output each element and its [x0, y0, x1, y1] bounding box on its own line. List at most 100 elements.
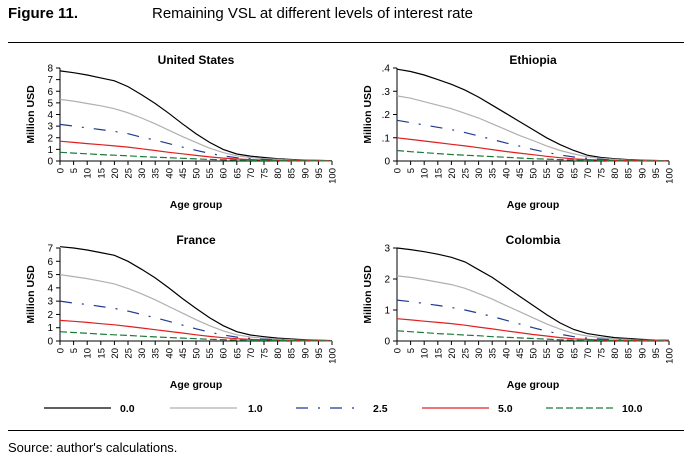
x-tick-label: 100 [328, 348, 339, 364]
y-tick-label: 8 [47, 64, 53, 75]
x-tick-label: 45 [178, 348, 189, 359]
x-tick-label: 20 [110, 348, 121, 359]
top-rule [8, 42, 684, 43]
x-tick-label: 95 [314, 348, 325, 359]
x-tick-label: 100 [665, 348, 676, 364]
x-tick-label: 30 [474, 348, 485, 359]
x-tick-label: 90 [637, 348, 648, 359]
x-tick-label: 50 [529, 348, 540, 359]
x-tick-label: 85 [624, 168, 635, 179]
x-tick-label: 40 [164, 348, 175, 359]
x-tick-label: 25 [124, 168, 135, 179]
x-tick-label: 60 [556, 348, 567, 359]
x-tick-label: 75 [260, 348, 271, 359]
x-tick-label: 10 [420, 168, 431, 179]
y-axis-title: Million USD [362, 85, 374, 144]
x-tick-label: 40 [501, 348, 512, 359]
x-tick-label: 40 [164, 168, 175, 179]
y-axis-title: Million USD [25, 85, 37, 144]
x-tick-label: 35 [488, 168, 499, 179]
x-tick-label: 80 [610, 168, 621, 179]
y-tick-label: 6 [47, 257, 53, 268]
legend-label: 1.0 [248, 403, 263, 415]
x-tick-label: 70 [583, 348, 594, 359]
x-tick-label: 60 [219, 348, 230, 359]
legend-item-10-0: 10.0 [546, 403, 643, 415]
x-tick-label: 80 [273, 348, 284, 359]
y-tick-label: 0 [47, 157, 53, 168]
x-tick-label: 45 [178, 168, 189, 179]
x-tick-label: 70 [583, 168, 594, 179]
x-tick-label: 25 [124, 348, 135, 359]
legend-item-0-0: 0.0 [44, 403, 135, 415]
x-tick-label: 10 [83, 348, 94, 359]
x-tick-label: 50 [529, 168, 540, 179]
panel-title: Colombia [506, 233, 561, 247]
x-tick-label: 0 [56, 168, 67, 173]
series-line-2-5 [59, 123, 333, 162]
x-tick-label: 65 [569, 348, 580, 359]
x-tick-label: 65 [232, 168, 243, 179]
x-tick-label: 15 [433, 348, 444, 359]
series-line-2-5 [396, 299, 669, 342]
x-tick-label: 60 [556, 168, 567, 179]
legend-item-1-0: 1.0 [170, 403, 263, 415]
x-tick-label: 70 [246, 348, 257, 359]
y-tick-label: 3 [47, 122, 53, 133]
x-tick-label: 75 [597, 348, 608, 359]
x-tick-label: 80 [273, 168, 284, 179]
y-tick-label: 4 [47, 283, 53, 294]
series-line-1-0 [396, 95, 670, 162]
series-line-10-0 [396, 330, 669, 342]
x-tick-label: 30 [137, 348, 148, 359]
x-tick-label: 35 [151, 348, 162, 359]
x-tick-label: 45 [515, 348, 526, 359]
y-tick-label: 3 [47, 297, 53, 308]
x-tick-label: 95 [314, 168, 325, 179]
series-line-5-0 [59, 319, 333, 342]
x-tick-label: 55 [542, 168, 553, 179]
series-line-5-0 [396, 318, 670, 342]
x-tick-label: 30 [137, 168, 148, 179]
series-line-0-0 [59, 70, 333, 162]
y-tick-label: 0 [384, 337, 390, 348]
y-tick-label: 5 [47, 270, 53, 281]
y-tick-label: 4 [47, 110, 53, 121]
x-tick-label: 55 [205, 348, 216, 359]
panel-title: Ethiopia [509, 53, 557, 67]
y-tick-label: 1 [47, 323, 53, 334]
x-tick-label: 50 [192, 168, 203, 179]
x-axis-title: Age group [170, 379, 223, 391]
series-line-2-5 [396, 119, 669, 162]
x-tick-label: 75 [260, 168, 271, 179]
legend-label: 5.0 [498, 403, 513, 415]
x-tick-label: 50 [192, 348, 203, 359]
x-tick-label: 35 [151, 168, 162, 179]
x-tick-label: 85 [287, 348, 298, 359]
x-tick-label: 70 [246, 168, 257, 179]
legend-label: 2.5 [373, 403, 388, 415]
y-tick-label: 3 [384, 244, 390, 255]
x-tick-label: 0 [56, 348, 67, 353]
x-tick-label: 55 [542, 348, 553, 359]
series-line-0-0 [396, 68, 670, 162]
x-tick-label: 25 [461, 168, 472, 179]
y-tick-label: 2 [47, 310, 53, 321]
series-line-5-0 [59, 140, 333, 162]
figure-title: Remaining VSL at different levels of int… [152, 5, 474, 22]
x-tick-label: 30 [474, 168, 485, 179]
y-tick-label: .4 [382, 64, 391, 75]
legend-item-2-5: 2.5 [296, 403, 388, 415]
x-axis-title: Age group [507, 199, 560, 211]
x-tick-label: 25 [461, 348, 472, 359]
y-tick-label: 5 [47, 98, 53, 109]
legend: 0.0 1.0 2.5 5.0 10.0 [44, 403, 643, 415]
x-tick-label: 85 [287, 168, 298, 179]
x-tick-label: 40 [501, 168, 512, 179]
x-tick-label: 80 [610, 348, 621, 359]
legend-label: 0.0 [120, 403, 135, 415]
